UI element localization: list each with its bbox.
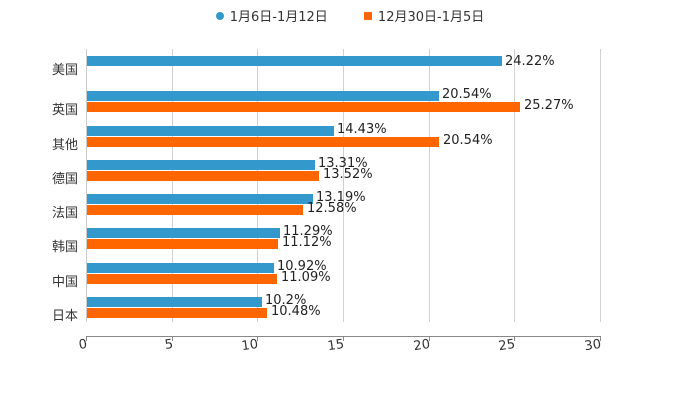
chart-legend: 1月6日-1月12日 12月30日-1月5日: [0, 6, 700, 25]
bar-value-label: 13.52%: [323, 167, 373, 182]
category-label: 德国: [51, 172, 78, 187]
bar-value-label: 10.48%: [271, 304, 321, 319]
x-axis-tick: [343, 336, 344, 341]
gridline: [343, 49, 344, 322]
bar-value-label: 13.19%: [316, 190, 366, 205]
bar-value-label: 11.09%: [281, 270, 331, 285]
category-label: 日本: [51, 309, 78, 324]
y-axis-line: [86, 49, 87, 322]
category-label: 韩国: [51, 240, 78, 255]
x-axis-tick-label: 0: [77, 337, 89, 354]
legend-item-series-1[interactable]: 1月6日-1月12日: [215, 6, 328, 25]
x-axis-tick: [257, 336, 258, 341]
bar-value-label: 13.31%: [318, 156, 368, 171]
bar-value-label: 11.12%: [282, 235, 332, 250]
x-axis-tick-label: 10: [240, 337, 260, 355]
bar-value-label: 10.92%: [277, 259, 327, 274]
category-label: 法国: [51, 206, 78, 221]
x-axis-tick-label: 5: [163, 337, 175, 354]
square-marker-icon: [363, 11, 372, 20]
gridline: [429, 49, 430, 322]
bar-series-2[interactable]: [87, 239, 278, 249]
bar-value-label: 24.22%: [505, 54, 555, 69]
bar-value-label: 25.27%: [524, 98, 574, 113]
bar-value-label: 11.29%: [283, 224, 333, 239]
x-axis-line: [86, 336, 601, 337]
bar-series-2[interactable]: [87, 274, 277, 284]
category-label: 英国: [51, 103, 78, 118]
bar-series-1[interactable]: [87, 228, 280, 238]
gridline: [257, 49, 258, 322]
gridline: [600, 49, 601, 322]
x-axis-tick: [172, 336, 173, 341]
legend-label: 1月6日-1月12日: [229, 10, 328, 25]
bar-value-label: 12.58%: [307, 201, 357, 216]
legend-item-series-2[interactable]: 12月30日-1月5日: [363, 6, 485, 25]
bar-value-label: 14.43%: [337, 122, 387, 137]
bar-series-1[interactable]: [87, 91, 439, 101]
gridline: [172, 49, 173, 322]
bar-series-1[interactable]: [87, 160, 315, 170]
bar-value-label: 20.54%: [442, 87, 492, 102]
bar-series-2[interactable]: [87, 137, 439, 147]
x-axis-tick: [429, 336, 430, 341]
bar-series-2[interactable]: [87, 171, 319, 181]
bar-value-label: 20.54%: [443, 133, 493, 148]
x-axis-tick-label: 25: [497, 337, 517, 355]
circle-marker-icon: [215, 11, 224, 20]
x-axis-tick-label: 20: [412, 337, 432, 355]
bar-series-1[interactable]: [87, 263, 274, 273]
gridline: [514, 49, 515, 322]
x-axis-tick-label: 30: [583, 337, 603, 355]
category-label: 美国: [51, 63, 78, 78]
bar-series-2[interactable]: [87, 205, 303, 215]
x-axis-tick: [600, 336, 601, 341]
bar-series-1[interactable]: [87, 194, 313, 204]
category-label: 中国: [51, 275, 78, 290]
x-axis-tick-label: 15: [326, 337, 346, 355]
bar-value-label: 10.2%: [265, 293, 307, 308]
x-axis-tick: [514, 336, 515, 341]
legend-label: 12月30日-1月5日: [377, 10, 485, 25]
bar-series-1[interactable]: [87, 297, 262, 307]
bar-series-2[interactable]: [87, 308, 267, 318]
category-label: 其他: [51, 138, 78, 153]
bar-series-2[interactable]: [87, 102, 520, 112]
bar-series-1[interactable]: [87, 56, 502, 66]
x-axis-tick: [86, 336, 87, 341]
bar-series-1[interactable]: [87, 126, 334, 136]
